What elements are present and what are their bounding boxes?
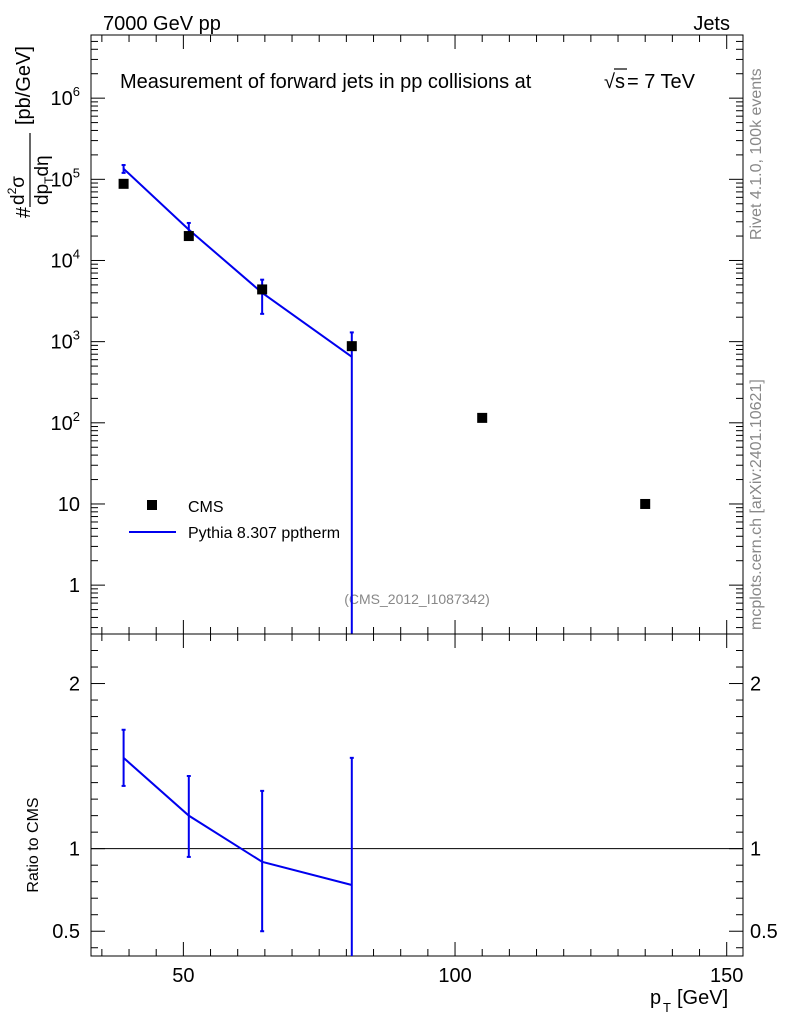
cms-data-point xyxy=(346,341,357,352)
title-sqrt-sign: √ xyxy=(604,71,615,93)
x-tick-label: 100 xyxy=(438,965,471,987)
main-plot-panel: 1 10 102 103 104 105 106 xyxy=(51,34,744,635)
side-label-top: Rivet 4.1.0, 100k events xyxy=(748,68,765,240)
cms-data-point xyxy=(183,231,194,242)
ratio-series-line xyxy=(122,757,353,886)
y-fraction-numerator: d2σ xyxy=(5,176,29,205)
y-tick-label: 103 xyxy=(51,328,80,354)
title-sqrt-arg: s xyxy=(615,71,625,93)
x-axis-label: p T [GeV] xyxy=(650,987,728,1015)
title-suffix: = 7 TeV xyxy=(627,71,696,93)
legend-data-marker xyxy=(147,500,157,510)
y-tick-label: 102 xyxy=(51,409,80,435)
title-prefix: Measurement of forward jets in pp collis… xyxy=(120,71,532,93)
cms-data-point xyxy=(477,412,488,423)
y-tick-label: 104 xyxy=(51,246,80,272)
y-axis-label-suffix: [pb/GeV] xyxy=(13,46,35,125)
ratio-y-tick-label: 1 xyxy=(69,839,80,861)
mc-series-line xyxy=(122,168,353,358)
x-axis-label-unit: [GeV] xyxy=(677,987,728,1009)
legend-mc-label: Pythia 8.307 pptherm xyxy=(188,525,340,542)
ratio-y-tick-label: 0.5 xyxy=(52,921,80,943)
header-right: Jets xyxy=(693,13,730,35)
ratio-y-tick-label-right: 1 xyxy=(750,839,761,861)
ratio-y-tick-label-right: 2 xyxy=(750,674,761,696)
legend-data-label: CMS xyxy=(188,499,224,516)
plot-title: Measurement of forward jets in pp collis… xyxy=(120,68,696,93)
ratio-y-tick-label-right: 0.5 xyxy=(750,921,778,943)
legend: CMS Pythia 8.307 pptherm xyxy=(129,499,340,542)
ratio-y-axis-label: Ratio to CMS xyxy=(25,797,42,892)
y-tick-label: 105 xyxy=(51,165,80,191)
x-axis-label-main: p xyxy=(650,987,661,1009)
y-tick-label: 106 xyxy=(51,84,80,110)
x-axis-label-sub: T xyxy=(663,1000,671,1015)
ratio-panel-frame xyxy=(90,633,744,957)
cms-data-point xyxy=(257,284,268,295)
y-axis-fraction: d2σ dpTdη xyxy=(5,133,56,207)
ratio-plot-panel: 50 100 150 0.5 0.5 1 1 2 2 xyxy=(52,633,778,987)
cms-data-point xyxy=(640,498,651,509)
side-label-bottom: mcplots.cern.ch [arXiv:2401.10621] xyxy=(748,379,765,630)
x-tick-label: 50 xyxy=(172,965,194,987)
y-axis-label-prefix: # xyxy=(13,206,35,218)
main-panel-frame xyxy=(90,34,744,635)
y-tick-label: 10 xyxy=(58,494,80,516)
header-left: 7000 GeV pp xyxy=(103,13,221,35)
x-tick-label: 150 xyxy=(710,965,743,987)
cms-data-point xyxy=(118,178,129,189)
ratio-y-tick-label: 2 xyxy=(69,674,80,696)
analysis-label: (CMS_2012_I1087342) xyxy=(344,591,490,607)
y-axis-label: # d2σ dpTdη [pb/GeV] xyxy=(5,46,56,218)
y-tick-label: 1 xyxy=(69,575,80,597)
